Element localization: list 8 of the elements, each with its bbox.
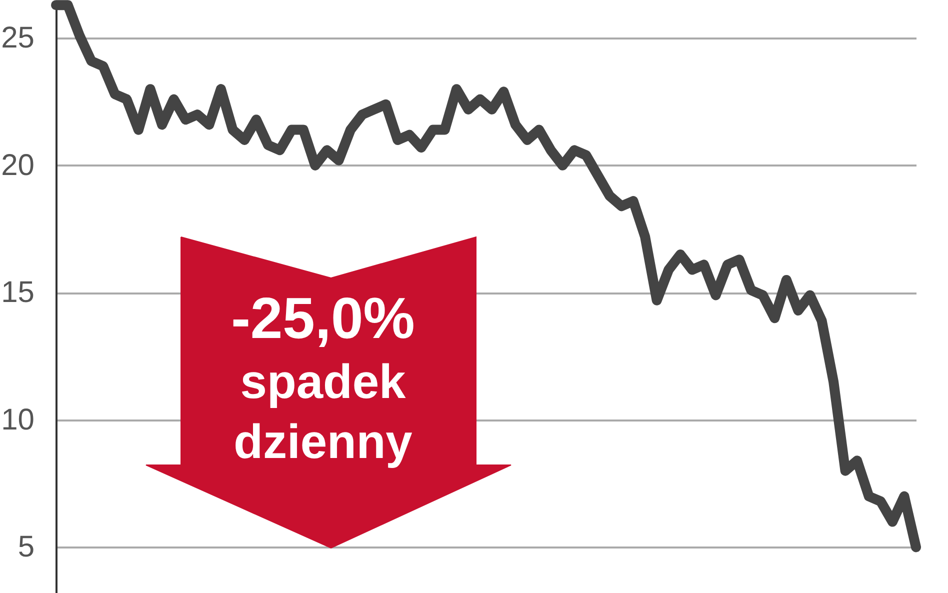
y-tick-label: 25 bbox=[1, 22, 34, 55]
annotation: spadek bbox=[240, 356, 406, 409]
y-tick-label: 10 bbox=[1, 403, 34, 436]
y-tick-label: 15 bbox=[1, 276, 34, 310]
annotation: -25,0% bbox=[231, 286, 415, 351]
annotation: dzienny bbox=[234, 416, 413, 469]
y-tick-label: 20 bbox=[1, 148, 34, 182]
y-tick-label: 5 bbox=[18, 530, 34, 564]
